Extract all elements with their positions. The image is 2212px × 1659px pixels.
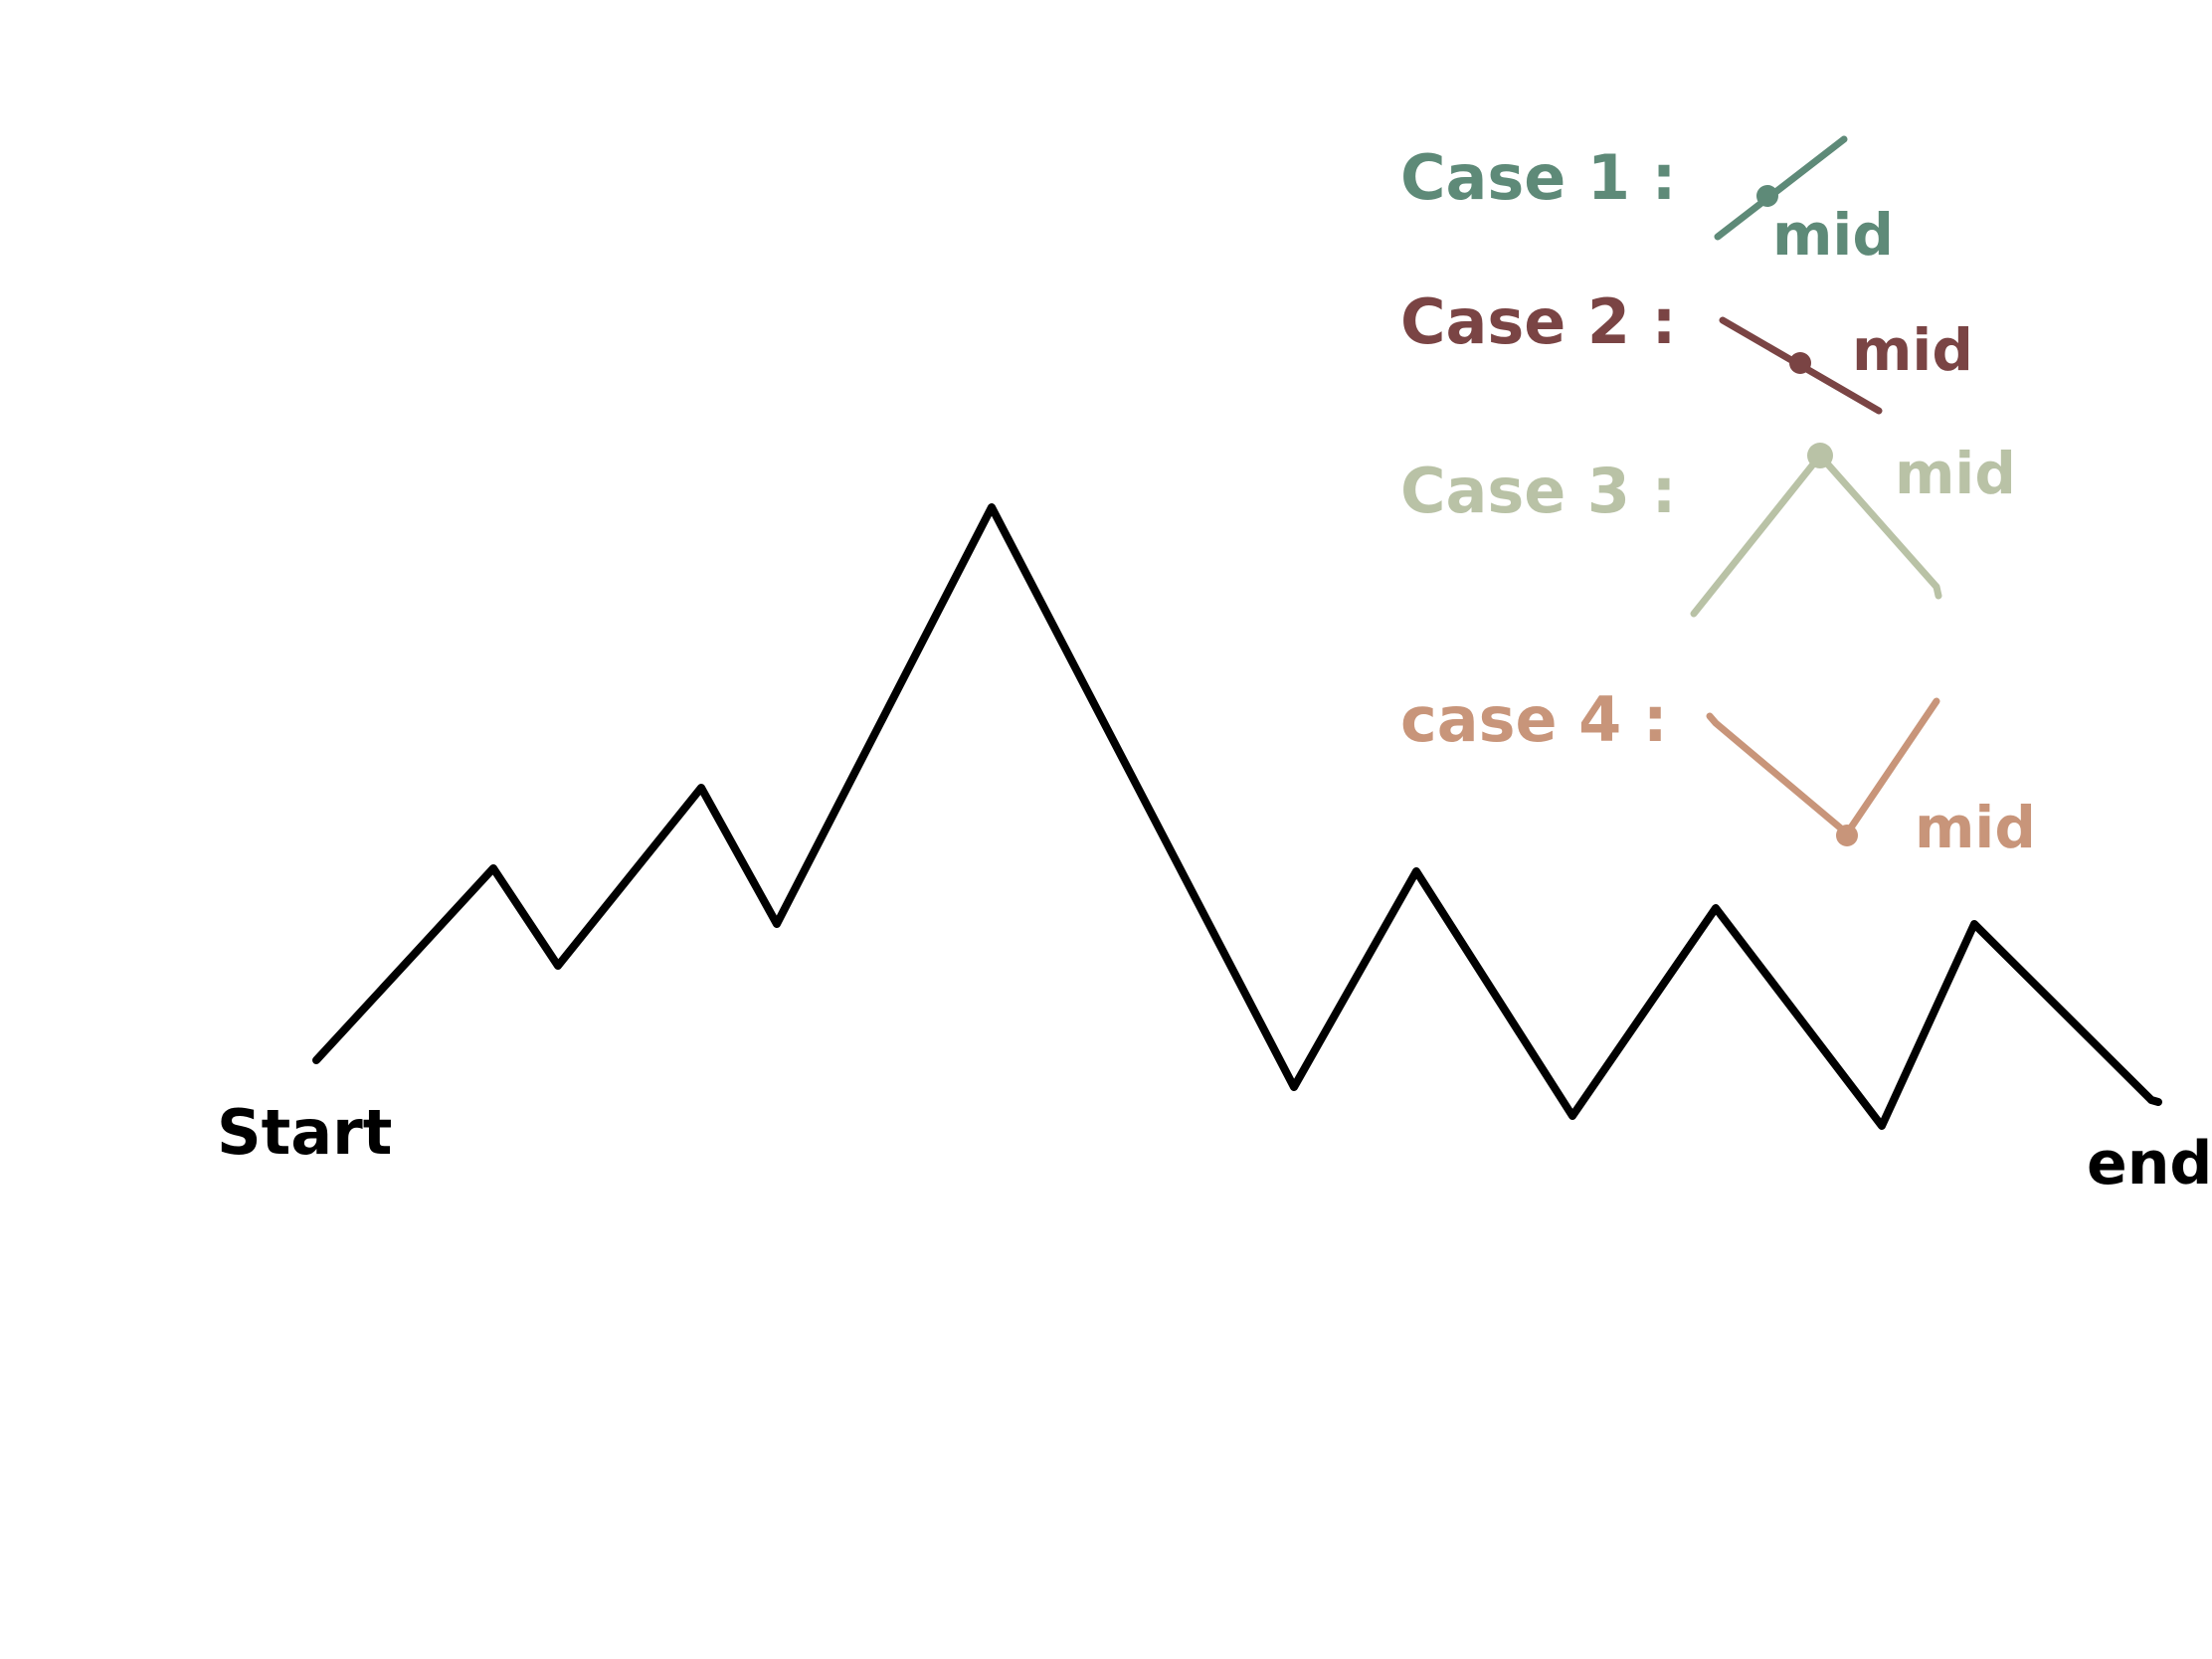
end-label: end bbox=[2087, 1129, 2212, 1198]
start-label: Start bbox=[217, 1096, 392, 1169]
case-3-mid-point bbox=[1807, 443, 1833, 468]
case-4-label: case 4 : bbox=[1400, 683, 1668, 756]
case-4-valley-segment bbox=[1706, 697, 1940, 837]
legend-case-2: Case 2 : mid bbox=[1400, 285, 1973, 415]
case-3-mid-label: mid bbox=[1895, 440, 2016, 507]
case-4-mid-point bbox=[1836, 825, 1858, 846]
case-3-label: Case 3 : bbox=[1400, 455, 1676, 527]
case-2-label: Case 2 : bbox=[1400, 285, 1676, 358]
case-3-peak-segment bbox=[1690, 452, 1942, 618]
legend-case-1: Case 1 : mid bbox=[1400, 135, 1894, 269]
case-1-mid-label: mid bbox=[1772, 201, 1894, 269]
legend-case-4: case 4 : mid bbox=[1400, 683, 2036, 861]
case-1-mid-point bbox=[1756, 185, 1778, 207]
case-1-rising-segment bbox=[1714, 135, 1848, 241]
case-2-mid-point bbox=[1789, 352, 1811, 374]
case-2-mid-label: mid bbox=[1852, 316, 1973, 384]
case-4-mid-label: mid bbox=[1915, 794, 2036, 861]
case-1-label: Case 1 : bbox=[1400, 141, 1676, 214]
zigzag-path bbox=[312, 503, 2162, 1130]
legend-case-3: Case 3 : mid bbox=[1400, 440, 2016, 618]
